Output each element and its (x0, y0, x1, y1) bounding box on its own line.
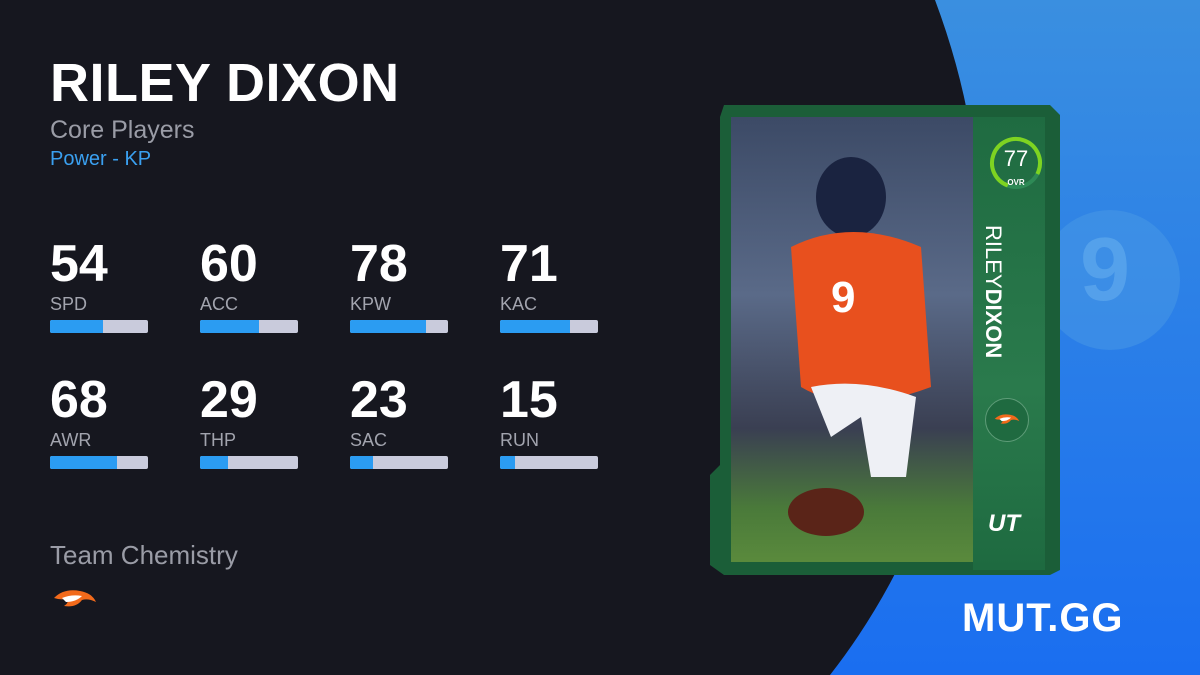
stat-bar-fill (200, 320, 259, 333)
stat-value: 60 (200, 235, 258, 293)
stat-bar (50, 456, 148, 469)
stat-value: 23 (350, 371, 408, 429)
archetype-label: Power - KP (50, 148, 152, 170)
stat-label: KPW (350, 294, 392, 314)
stat-bar (50, 320, 148, 333)
ovr-value: 77 (1003, 146, 1029, 171)
stat-bar-fill (500, 456, 515, 469)
card-player-name: RILEYDIXON (980, 225, 1006, 358)
stat-value: 29 (200, 371, 258, 429)
stat-value: 68 (50, 371, 108, 429)
stat-bar (500, 320, 598, 333)
stat-label: RUN (500, 430, 539, 450)
brand-logo: MUT.GG (962, 596, 1124, 640)
stat-bar (200, 320, 298, 333)
stat-label: THP (200, 430, 236, 450)
ovr-ring (990, 137, 1042, 189)
stat-label: SPD (50, 294, 88, 314)
player-name: RILEY DIXON (50, 53, 400, 113)
card-tag: UT (988, 510, 1020, 537)
stat-value: 54 (50, 235, 108, 293)
broncos-logo-icon (994, 414, 1020, 424)
stat-acc: 60 ACC (200, 238, 300, 333)
stat-bar-fill (200, 456, 229, 469)
stat-bar (350, 320, 448, 333)
stat-bar-fill (50, 456, 117, 469)
stat-run: 15 RUN (500, 374, 600, 469)
stat-bar-fill (350, 456, 373, 469)
card-side-panel (973, 117, 1045, 570)
stat-bar (200, 456, 298, 469)
stat-bar-fill (50, 320, 103, 333)
stat-value: 15 (500, 371, 558, 429)
card-last-name: DIXON (981, 288, 1006, 359)
ovr-label: OVR (1007, 178, 1025, 187)
stat-spd: 54 SPD (50, 238, 150, 333)
stat-label: AWR (50, 430, 92, 450)
team-badge (985, 398, 1029, 442)
stat-kpw: 78 KPW (350, 238, 450, 333)
stat-bar-fill (500, 320, 570, 333)
stat-bar-fill (350, 320, 427, 333)
program-label: Core Players (50, 116, 195, 144)
stat-bar (350, 456, 448, 469)
svg-text:9: 9 (1080, 220, 1130, 320)
team-chemistry-title: Team Chemistry (50, 540, 238, 570)
card-first-name: RILEY (981, 225, 1006, 289)
stat-value: 71 (500, 235, 558, 293)
stat-awr: 68 AWR (50, 374, 150, 469)
stat-label: KAC (500, 294, 538, 314)
stat-bar (500, 456, 598, 469)
svg-text:9: 9 (831, 273, 855, 322)
player-photo: 9 (731, 117, 973, 562)
stat-value: 78 (350, 235, 408, 293)
stat-label: ACC (200, 294, 239, 314)
stat-thp: 29 THP (200, 374, 300, 469)
stat-sac: 23 SAC (350, 374, 450, 469)
stat-kac: 71 KAC (500, 238, 600, 333)
broncos-logo-icon (54, 590, 96, 607)
stat-label: SAC (350, 430, 388, 450)
